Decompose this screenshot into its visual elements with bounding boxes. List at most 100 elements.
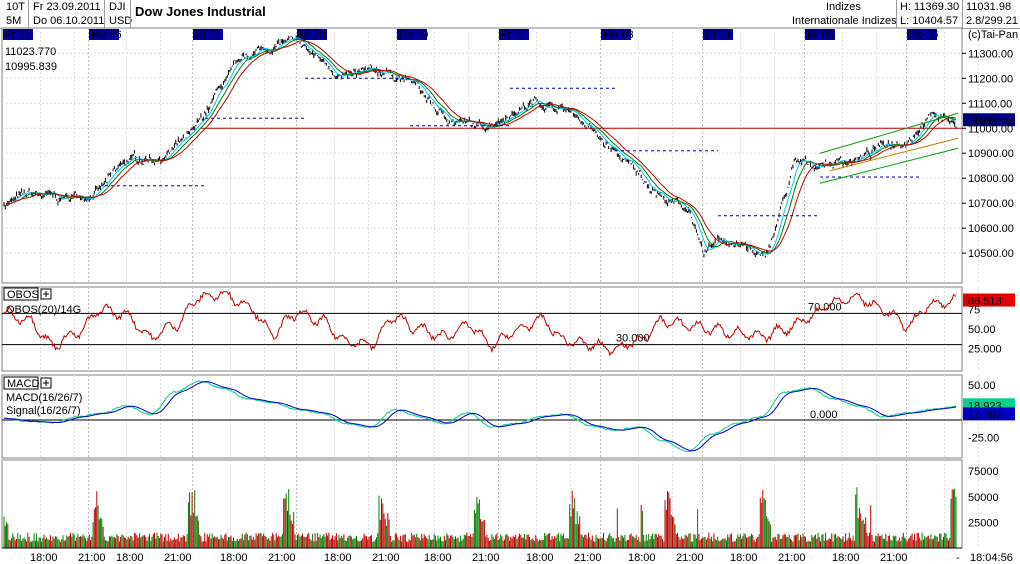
obos-line [3, 290, 957, 357]
volume-bars-down [4, 489, 953, 548]
x-tick-label: 18:00 [30, 552, 58, 564]
symbol: DJI [109, 1, 126, 13]
day-label-bg [499, 29, 529, 40]
x-tick-label: 21:00 [164, 552, 192, 564]
x-tick-label: 18:00 [324, 552, 352, 564]
x-tick-label: 18:00 [628, 552, 656, 564]
day-label: Di 04 [705, 29, 731, 41]
chart-title: Dow Jones Industrial [135, 4, 266, 19]
group2-label: Internationale Indizes [792, 15, 897, 27]
obos-series-name: OBOS(20)/14G [6, 304, 81, 316]
ma2-value: 10995.839 [5, 61, 57, 73]
chart-header: 10T 5M Fr 23.09.2011 Do 06.10.2011 DJI U… [0, 0, 1020, 29]
volume-y-tick: 75000 [968, 466, 999, 478]
signal-series-name: Signal(16/26/7) [6, 405, 81, 417]
price-y-tick: 10900.00 [968, 148, 1014, 160]
x-tick-label: - [956, 552, 960, 564]
volume-bars-up [3, 487, 957, 548]
x-tick-label: 21:00 [574, 552, 602, 564]
price-y-tick: 10500.00 [968, 248, 1014, 260]
clock-label: 18:04:56 [970, 552, 1013, 564]
x-tick-label: 21:00 [778, 552, 806, 564]
day-label: Fr 30 [501, 29, 527, 41]
day-label-bg [601, 29, 631, 40]
macd-name-label: MACD [7, 378, 39, 390]
obos-plus-icon [43, 291, 49, 297]
signal-value-label: 17.707 [968, 409, 1002, 421]
volume-y-tick: 50000 [968, 492, 999, 504]
macd-series-name: MACD(16/26/7) [6, 392, 82, 404]
obos-level-70-label: 70.000 [808, 301, 842, 313]
x-tick-label: 21:00 [78, 552, 106, 564]
channel-mid [829, 137, 959, 172]
x-tick-label: 18:00 [116, 552, 144, 564]
obos-value-box [963, 293, 1015, 307]
obos-name-label: OBOS [7, 289, 39, 301]
day-label-bg [805, 29, 835, 40]
macd-zero-label: 0.000 [810, 409, 838, 421]
price-y-tick: 11100.00 [968, 98, 1012, 110]
obos-level-30-label: 30.000 [616, 333, 650, 345]
day-label-bg [703, 29, 733, 40]
day-label-bg [89, 29, 119, 40]
x-tick-label: 18:00 [220, 552, 248, 564]
low-value: L: 10404.57 [900, 15, 959, 27]
obos-y-tick: 75 [968, 305, 980, 317]
last-price-box [963, 113, 1015, 127]
x-tick-label: 18:00 [424, 552, 452, 564]
signal-value-box [963, 407, 1015, 421]
obos-y-tick: 25.000 [968, 344, 1002, 356]
price-y-tick: 11300.00 [968, 48, 1013, 60]
day-label: Fr 23 [5, 29, 31, 41]
price-y-tick: 10700.00 [968, 198, 1014, 210]
day-label: Do 06 [909, 29, 938, 41]
day-label-bg [3, 29, 33, 40]
high-value: H: 11369.30 [900, 1, 960, 13]
obos-name-box [3, 287, 39, 301]
x-tick-label: 21:00 [372, 552, 400, 564]
day-label-bg [297, 29, 327, 40]
price-y-tick: 10800.00 [968, 173, 1014, 185]
day-label-bg [907, 29, 937, 40]
macd-line [3, 380, 957, 453]
channel-upper [819, 112, 959, 154]
vendor-label: (c)Tai-Pan [968, 29, 1018, 41]
x-tick-label: 21:00 [880, 552, 908, 564]
volume-y-tick: 25000 [968, 517, 999, 529]
currency: USD [109, 15, 133, 27]
pane-obos [1, 286, 963, 372]
signal-line [3, 381, 957, 452]
x-tick-label: 21:00 [472, 552, 500, 564]
macd-plus-icon [43, 380, 49, 386]
day-label: Di 27 [195, 29, 221, 41]
obos-y-tick: 50.00 [968, 324, 996, 336]
x-tick-label: 18:00 [730, 552, 758, 564]
day-label-bg [193, 29, 223, 40]
interval-label[interactable]: 10T [6, 1, 25, 13]
day-label: Mi 05 [807, 29, 834, 41]
macd-y-tick: -25.00 [968, 433, 999, 445]
last-value: 11031.98 [966, 1, 1012, 13]
day-label: Do 29 [399, 29, 428, 41]
macd-name-box [3, 376, 39, 390]
last-price-label: 11031.98 [968, 115, 1013, 127]
x-tick-label: 21:00 [676, 552, 704, 564]
x-tick-label: 18:00 [832, 552, 860, 564]
x-tick-label: 18:00 [526, 552, 554, 564]
ma1-value: 11023.770 [5, 46, 56, 58]
date-from: Fr 23.09.2011 [33, 1, 101, 13]
price-y-tick: 11200.00 [968, 73, 1013, 85]
date-to: Do 06.10.2011 [33, 15, 105, 27]
day-label-bg [397, 29, 427, 40]
ma-red-line [3, 40, 957, 252]
channel-lower [819, 147, 959, 184]
change-value: 2.8/299.21 [966, 15, 1018, 27]
price-y-tick: 10600.00 [968, 223, 1014, 235]
day-label: Mo 03 [603, 29, 634, 41]
group-label: Indizes [826, 1, 861, 13]
macd-y-tick: 50.00 [968, 380, 996, 392]
interval2-label[interactable]: 5M [6, 15, 22, 27]
x-tick-label: 21:00 [268, 552, 296, 564]
